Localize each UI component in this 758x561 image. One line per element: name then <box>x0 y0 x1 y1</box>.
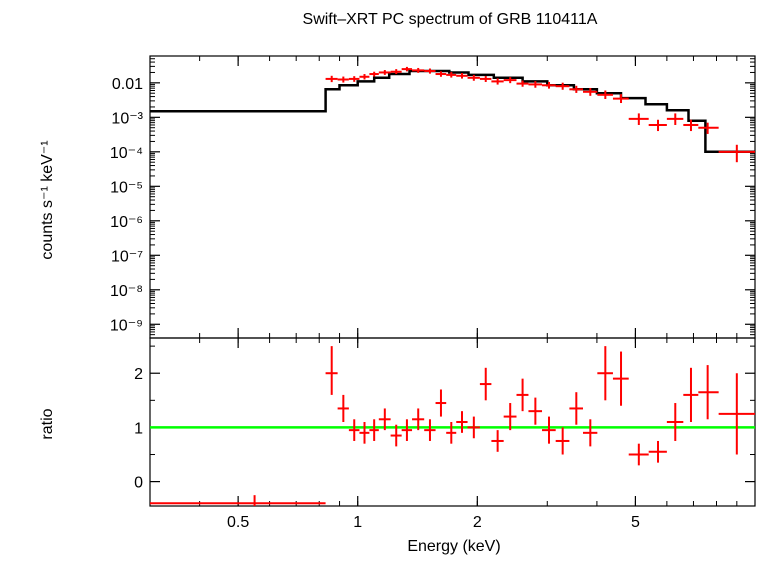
spectrum-y-tick-label: 10⁻⁴ <box>110 145 143 162</box>
chart-title: Swift–XRT PC spectrum of GRB 110411A <box>303 11 598 28</box>
ratio-y-tick-label: 1 <box>134 420 143 437</box>
ratio-y-tick-label: 0 <box>134 475 143 492</box>
ratio-y-tick-label: 2 <box>134 366 143 383</box>
ratio-y-axis-label: ratio <box>39 408 56 439</box>
x-tick-label: 2 <box>473 514 482 531</box>
plot-marks: 0.01 10⁻³ 10⁻⁴ 10⁻⁵ 10⁻⁶ 10⁻⁷ 10⁻⁸ 10⁻⁹ 0.5 1 2 5 0 1… <box>110 55 756 531</box>
spectrum-y-tick-label: 10⁻³ <box>111 110 143 127</box>
spectrum-y-tick-label: 10⁻⁹ <box>110 317 143 334</box>
x-tick-label: 0.5 <box>227 514 249 531</box>
spectrum-y-tick-label: 10⁻⁷ <box>111 248 143 265</box>
ratio-frame <box>149 337 756 507</box>
spectrum-y-axis-label: counts s⁻¹ keV⁻¹ <box>39 140 56 259</box>
x-tick-label: 5 <box>631 514 640 531</box>
spectrum-y-tick-label: 10⁻⁸ <box>110 283 143 300</box>
x-tick-label: 1 <box>353 514 362 531</box>
spectrum-y-tick-label: 10⁻⁶ <box>110 214 143 231</box>
spectrum-y-tick-label: 0.01 <box>112 76 143 93</box>
model-curve <box>150 69 755 154</box>
spectrum-frame <box>149 55 756 339</box>
spectrum-y-tick-label: 10⁻⁵ <box>110 179 143 196</box>
x-axis-label: Energy (keV) <box>407 538 500 555</box>
